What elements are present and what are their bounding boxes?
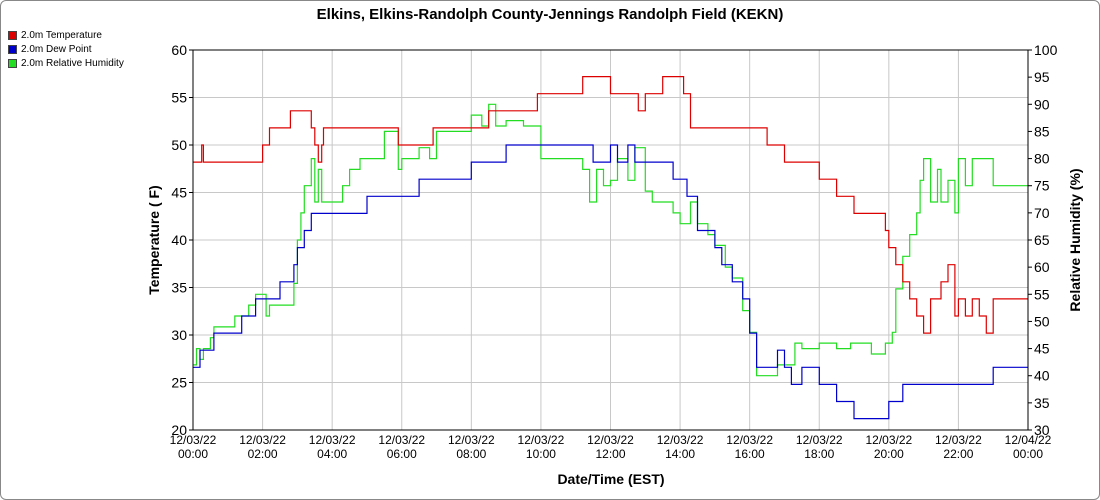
x-tick-date: 12/03/22	[378, 433, 425, 447]
x-tick-date: 12/03/22	[657, 433, 704, 447]
y2-tick-label: 55	[1034, 286, 1050, 302]
y-tick-label: 50	[171, 137, 187, 153]
x-tick-time: 04:00	[317, 447, 347, 461]
legend-swatch-temperature	[8, 30, 17, 40]
y-tick-label: 35	[171, 280, 187, 296]
y-tick-label: 60	[171, 42, 187, 58]
x-tick-time: 20:00	[874, 447, 904, 461]
y2-tick-label: 70	[1034, 205, 1050, 221]
y2-tick-label: 90	[1034, 96, 1050, 112]
y-tick-label: 55	[171, 90, 187, 106]
y2-tick-label: 75	[1034, 178, 1050, 194]
series-line-2-0m-dew-point	[193, 144, 1028, 420]
x-tick-time: 22:00	[943, 447, 973, 461]
legend-swatch-relative-humidity	[8, 58, 17, 68]
y-tick-label: 30	[171, 327, 187, 343]
series-group	[193, 75, 1028, 420]
legend-item-temperature: 2.0m Temperature	[8, 28, 124, 42]
chart-title: Elkins, Elkins-Randolph County-Jennings …	[317, 6, 784, 23]
y2-tick-label: 35	[1034, 395, 1050, 411]
axes: 12/03/2200:0012/03/2202:0012/03/2204:001…	[170, 42, 1058, 461]
y-tick-label: 20	[171, 422, 187, 438]
x-tick-date: 12/03/22	[239, 433, 286, 447]
y2-tick-label: 100	[1034, 42, 1058, 58]
y2-tick-label: 65	[1034, 232, 1050, 248]
x-tick-time: 00:00	[178, 447, 208, 461]
y-tick-label: 45	[171, 185, 187, 201]
x-tick-time: 00:00	[1013, 447, 1043, 461]
x-tick-date: 12/03/22	[935, 433, 982, 447]
legend-label-relative-humidity: 2.0m Relative Humidity	[21, 57, 124, 69]
legend-item-relative-humidity: 2.0m Relative Humidity	[8, 56, 124, 70]
y2-tick-label: 50	[1034, 313, 1050, 329]
x-tick-time: 14:00	[665, 447, 695, 461]
x-tick-date: 12/03/22	[865, 433, 912, 447]
legend-item-dew-point: 2.0m Dew Point	[8, 42, 124, 56]
x-tick-date: 12/03/22	[726, 433, 773, 447]
y2-tick-label: 60	[1034, 259, 1050, 275]
y-tick-label: 25	[171, 375, 187, 391]
x-tick-time: 18:00	[804, 447, 834, 461]
x-tick-date: 12/03/22	[796, 433, 843, 447]
x-tick-time: 12:00	[595, 447, 625, 461]
y2-axis-label: Relative Humidity (%)	[1067, 168, 1083, 311]
y2-tick-label: 45	[1034, 341, 1050, 357]
x-tick-date: 12/03/22	[587, 433, 634, 447]
y2-tick-label: 85	[1034, 123, 1050, 139]
series-line-2-0m-temperature	[193, 75, 1028, 334]
x-axis-label: Date/Time (EST)	[557, 471, 664, 487]
x-tick-date: 12/03/22	[448, 433, 495, 447]
y2-tick-label: 95	[1034, 69, 1050, 85]
legend-label-dew-point: 2.0m Dew Point	[21, 43, 92, 55]
x-tick-date: 12/04/22	[1005, 433, 1052, 447]
y2-tick-label: 30	[1034, 422, 1050, 438]
y2-tick-label: 80	[1034, 151, 1050, 167]
y-axis-label: Temperature ( F)	[146, 185, 162, 294]
y2-tick-label: 40	[1034, 368, 1050, 384]
legend-swatch-dew-point	[8, 44, 17, 54]
legend: 2.0m Temperature 2.0m Dew Point 2.0m Rel…	[8, 28, 124, 70]
x-tick-date: 12/03/22	[518, 433, 565, 447]
x-tick-time: 08:00	[456, 447, 486, 461]
x-tick-time: 02:00	[248, 447, 278, 461]
grid	[192, 49, 1029, 431]
x-tick-time: 10:00	[526, 447, 556, 461]
series-line-2-0m-relative-humidity	[193, 103, 1028, 377]
x-tick-date: 12/03/22	[309, 433, 356, 447]
y-tick-label: 40	[171, 232, 187, 248]
legend-label-temperature: 2.0m Temperature	[21, 29, 102, 41]
x-tick-time: 16:00	[735, 447, 765, 461]
x-tick-time: 06:00	[387, 447, 417, 461]
x-tick-date: 12/03/22	[170, 433, 217, 447]
